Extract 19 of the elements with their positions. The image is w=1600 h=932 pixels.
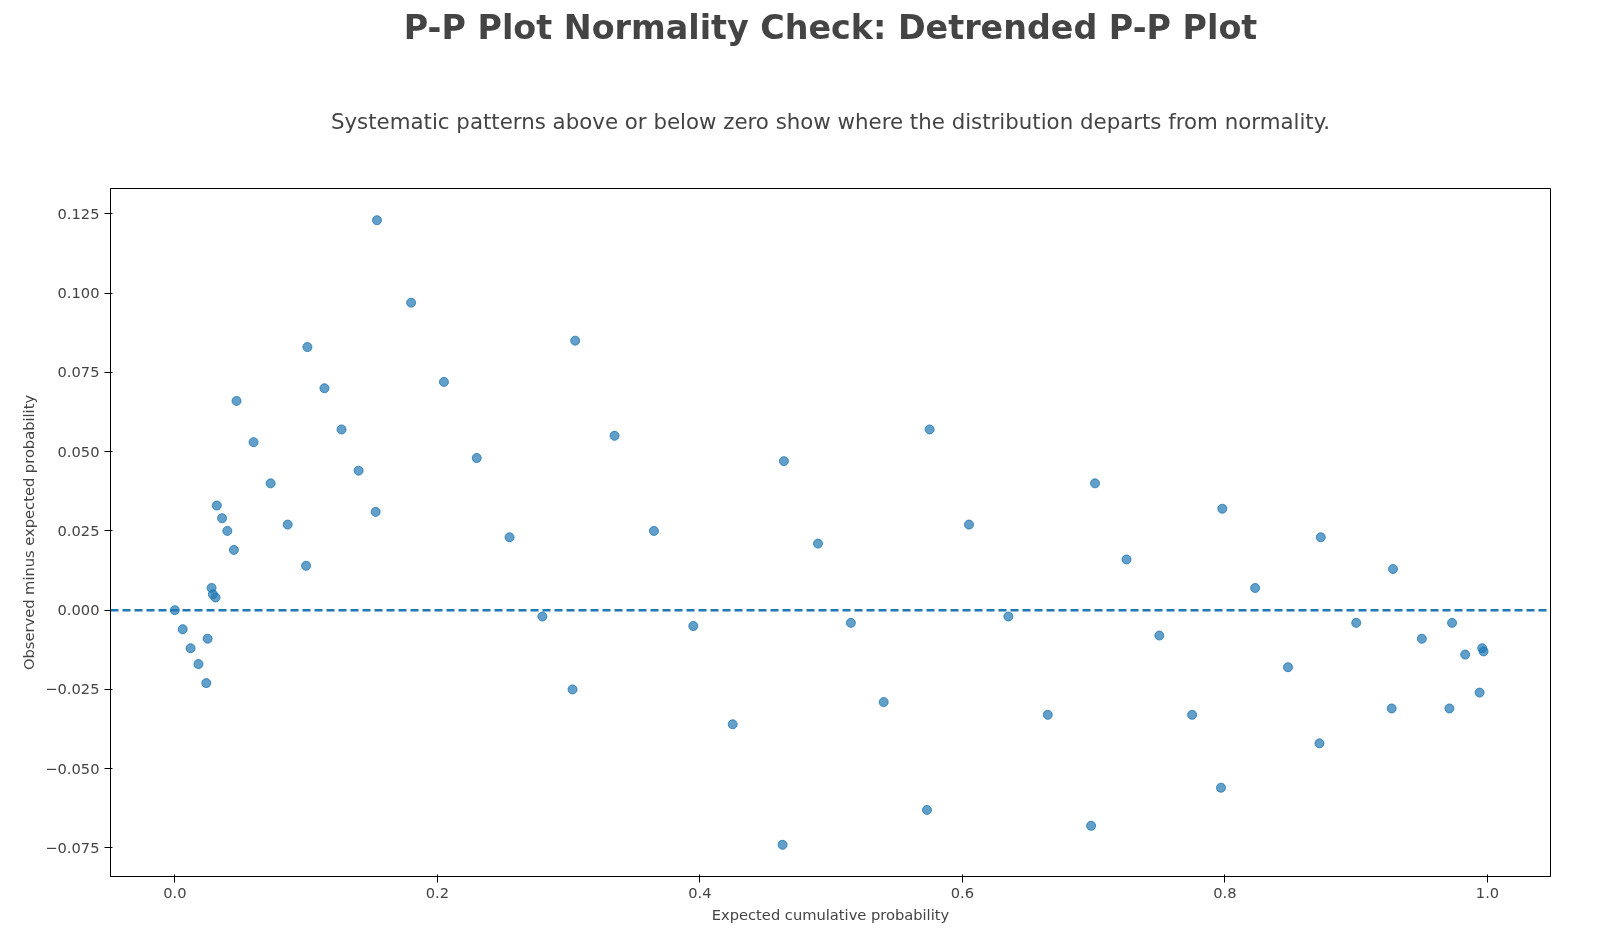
x-tick-label: 0.6	[950, 883, 975, 901]
y-tick-label: 0.125	[57, 204, 100, 222]
y-tick-label: 0.000	[57, 601, 100, 619]
x-axis-title: Expected cumulative probability	[711, 905, 950, 923]
y-tick-label: −0.050	[45, 759, 100, 777]
x-tick-label: 1.0	[1475, 883, 1500, 901]
y-tick-label: −0.025	[45, 680, 100, 698]
y-tick-label: 0.100	[57, 284, 100, 302]
x-tick-label: 0.4	[688, 883, 712, 901]
chart-title: P-P Plot Normality Check: Detrended P-P Plot	[403, 7, 1258, 47]
x-tick-label: 0.0	[163, 883, 187, 901]
y-tick-label: 0.025	[57, 521, 100, 539]
y-tick-label: 0.050	[57, 442, 100, 460]
x-tick-label: 0.2	[425, 883, 450, 901]
chart-subtitle: Systematic patterns above or below zero show where the distribution departs from normality.	[330, 108, 1331, 134]
y-axis-title: Observed minus expected probability	[20, 394, 38, 671]
y-tick-label: 0.075	[57, 363, 100, 381]
y-tick-label: −0.075	[45, 838, 100, 856]
x-tick-label: 0.8	[1213, 883, 1237, 901]
